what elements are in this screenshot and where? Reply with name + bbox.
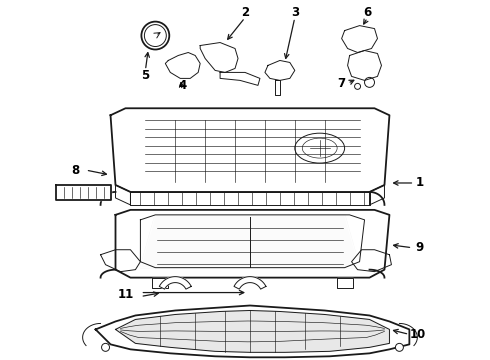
Text: 11: 11 [117, 288, 134, 301]
Polygon shape [275, 80, 280, 95]
Polygon shape [141, 215, 360, 268]
Polygon shape [337, 278, 353, 288]
Polygon shape [100, 250, 141, 272]
Text: 8: 8 [72, 163, 80, 176]
Polygon shape [96, 306, 409, 357]
Text: 9: 9 [415, 241, 423, 254]
Polygon shape [152, 278, 168, 288]
Polygon shape [200, 42, 238, 72]
Polygon shape [111, 108, 390, 192]
Ellipse shape [395, 343, 403, 351]
Text: 1: 1 [415, 176, 423, 189]
Polygon shape [265, 60, 295, 80]
Text: 6: 6 [364, 6, 371, 19]
Polygon shape [116, 185, 130, 205]
Polygon shape [165, 53, 200, 78]
Polygon shape [116, 210, 390, 278]
Text: 5: 5 [141, 69, 149, 82]
Text: 3: 3 [291, 6, 299, 19]
Polygon shape [56, 185, 111, 200]
Polygon shape [342, 26, 377, 53]
Text: 7: 7 [338, 77, 345, 90]
Ellipse shape [101, 343, 110, 351]
Polygon shape [116, 310, 390, 352]
Polygon shape [220, 72, 260, 85]
Polygon shape [369, 185, 385, 205]
Polygon shape [347, 50, 382, 80]
Polygon shape [234, 276, 266, 289]
Polygon shape [159, 276, 191, 289]
Text: 4: 4 [178, 79, 186, 92]
Polygon shape [141, 215, 360, 268]
Polygon shape [130, 192, 369, 205]
Text: 10: 10 [409, 328, 425, 341]
Polygon shape [352, 250, 392, 272]
Text: 2: 2 [241, 6, 249, 19]
